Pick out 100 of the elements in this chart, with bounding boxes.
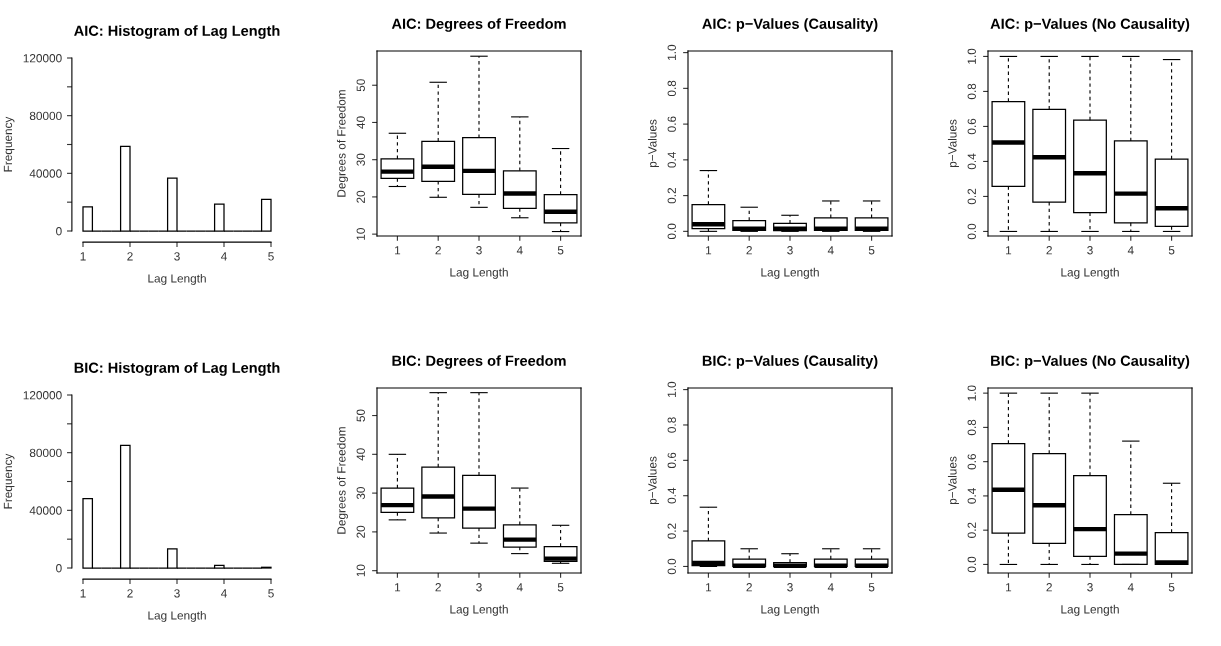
y-tick-label: 0 xyxy=(56,227,62,236)
y-tick-label: 1.0 xyxy=(667,44,676,60)
y-tick-label: 0.4 xyxy=(967,488,976,504)
x-tick-label: 3 xyxy=(787,583,793,592)
y-tick-label: 10 xyxy=(356,228,365,240)
x-tick-label: 2 xyxy=(1046,583,1052,592)
y-tick-label: 50 xyxy=(356,409,365,422)
x-tick-label: 4 xyxy=(516,583,523,592)
x-tick-label: 5 xyxy=(868,246,875,255)
y-tick-label: 0.0 xyxy=(967,556,976,573)
x-tick-label: 3 xyxy=(476,583,482,592)
chart-title: BIC: p−Values (Causality) xyxy=(702,355,878,369)
y-tick-label: 1.0 xyxy=(967,48,976,64)
y-tick-label: 20 xyxy=(356,525,365,538)
y-tick-label: 10 xyxy=(356,564,365,577)
y-axis-title: Frequency xyxy=(3,453,15,509)
x-axis-title: Lag Length xyxy=(450,267,508,279)
y-tick-label: 0.6 xyxy=(967,453,976,470)
y-tick-label: 40000 xyxy=(29,506,62,515)
chart-title: BIC: Degrees of Freedom xyxy=(392,355,566,369)
y-axis-title: p−Values xyxy=(647,119,659,168)
y-tick-label: 1.0 xyxy=(967,385,976,401)
x-tick-label: 5 xyxy=(557,583,564,592)
y-tick-label: 0.2 xyxy=(667,187,676,204)
x-tick-label: 4 xyxy=(1127,583,1134,592)
x-tick-label: 4 xyxy=(220,252,227,261)
x-tick-label: 3 xyxy=(174,589,180,598)
y-tick-label: 40 xyxy=(356,448,365,461)
x-tick-label: 3 xyxy=(174,252,180,261)
x-axis-title: Lag Length xyxy=(761,267,819,279)
y-tick-label: 40000 xyxy=(29,169,62,178)
x-tick-label: 1 xyxy=(80,589,86,598)
x-tick-label: 2 xyxy=(435,246,441,255)
y-tick-label: 120000 xyxy=(23,54,62,63)
y-tick-label: 0.0 xyxy=(667,223,676,240)
y-axis-title: Degrees of Freedom xyxy=(336,90,348,197)
y-axis-title: p−Values xyxy=(947,119,959,168)
x-tick-label: 3 xyxy=(1087,583,1093,592)
x-tick-label: 4 xyxy=(1127,246,1134,255)
x-axis-title: Lag Length xyxy=(450,604,508,616)
x-tick-label: 2 xyxy=(435,583,441,592)
y-tick-label: 0.2 xyxy=(967,188,976,205)
x-tick-label: 4 xyxy=(827,583,834,592)
y-tick-label: 0.8 xyxy=(667,417,676,433)
y-tick-label: 40 xyxy=(356,116,365,129)
x-tick-label: 5 xyxy=(1168,246,1175,255)
chart-title: AIC: p−Values (Causality) xyxy=(702,18,878,32)
y-tick-label: 0.8 xyxy=(967,419,976,436)
y-tick-label: 50 xyxy=(356,79,365,92)
x-tick-label: 2 xyxy=(746,246,752,255)
y-tick-label: 0.6 xyxy=(667,116,676,132)
y-axis-title: Frequency xyxy=(3,116,15,172)
x-tick-label: 1 xyxy=(395,583,401,592)
y-tick-label: 0 xyxy=(56,564,62,573)
y-tick-label: 0.4 xyxy=(967,153,976,170)
x-tick-label: 1 xyxy=(1006,246,1012,255)
y-tick-label: 0.0 xyxy=(967,223,976,240)
y-axis-title: p−Values xyxy=(947,456,959,505)
chart-title: AIC: p−Values (No Causality) xyxy=(990,18,1190,32)
y-tick-label: 80000 xyxy=(29,448,62,458)
x-tick-label: 1 xyxy=(706,246,712,255)
y-tick-label: 0.4 xyxy=(667,487,676,504)
chart-title: AIC: Histogram of Lag Length xyxy=(74,25,280,39)
y-axis-title: Degrees of Freedom xyxy=(336,427,348,534)
x-tick-label: 2 xyxy=(127,589,133,598)
chart-title: BIC: Histogram of Lag Length xyxy=(74,362,280,376)
y-tick-label: 0.4 xyxy=(667,151,676,168)
y-tick-label: 1.0 xyxy=(667,381,676,397)
x-tick-label: 1 xyxy=(1006,583,1012,592)
y-tick-label: 30 xyxy=(356,153,365,166)
x-tick-label: 2 xyxy=(746,583,752,592)
x-tick-label: 5 xyxy=(1168,583,1175,592)
x-tick-label: 4 xyxy=(827,246,834,255)
x-axis-title: Lag Length xyxy=(1061,267,1119,279)
y-tick-label: 20 xyxy=(356,190,365,203)
x-tick-label: 1 xyxy=(80,252,86,261)
x-tick-label: 5 xyxy=(868,583,875,592)
x-tick-label: 5 xyxy=(557,246,564,255)
y-tick-label: 0.2 xyxy=(967,522,976,538)
x-tick-label: 5 xyxy=(268,589,274,598)
x-tick-label: 4 xyxy=(516,246,523,255)
x-tick-label: 1 xyxy=(395,246,401,255)
y-tick-label: 0.6 xyxy=(667,452,676,469)
x-tick-label: 3 xyxy=(1087,246,1093,255)
y-tick-label: 120000 xyxy=(23,391,62,400)
x-axis-title: Lag Length xyxy=(1061,604,1119,616)
x-tick-label: 3 xyxy=(476,246,482,255)
x-axis-title: Lag Length xyxy=(148,273,206,285)
x-axis-title: Lag Length xyxy=(761,604,819,616)
x-tick-label: 3 xyxy=(787,246,793,255)
y-tick-label: 0.8 xyxy=(967,83,976,100)
chart-title: BIC: p−Values (No Causality) xyxy=(991,355,1190,369)
chart-title: AIC: Degrees of Freedom xyxy=(391,18,566,32)
y-tick-label: 0.8 xyxy=(667,80,676,97)
y-tick-label: 80000 xyxy=(29,111,62,121)
x-tick-label: 1 xyxy=(706,583,712,592)
y-tick-label: 0.6 xyxy=(967,118,976,135)
x-axis-title: Lag Length xyxy=(148,610,206,622)
y-tick-label: 30 xyxy=(356,487,365,500)
x-tick-label: 4 xyxy=(220,589,227,598)
